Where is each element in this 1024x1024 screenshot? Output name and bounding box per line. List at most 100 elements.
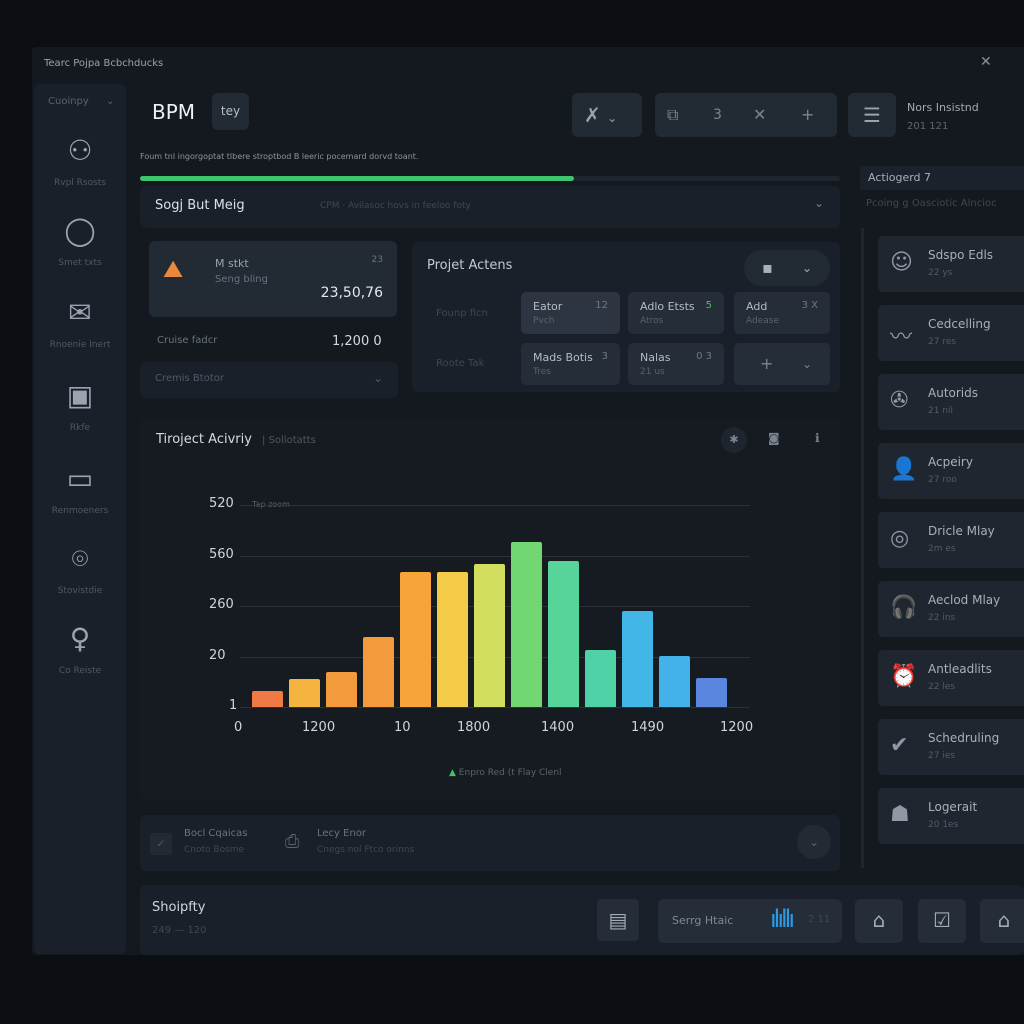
item-title: Antleadlits (928, 662, 992, 676)
activity-item[interactable]: ◎ Dricle Mlay 2m es (878, 512, 1024, 568)
song-bar[interactable]: Sogj But Meig CPM · Avilasoc hovs in fee… (140, 186, 840, 228)
file-chart-icon: ▣ (66, 379, 94, 412)
person-icon: ♀ (69, 622, 91, 655)
item-sub: 27 ies (928, 751, 956, 761)
sidebar-dropdown[interactable]: Cuoinpy ⌄ (48, 96, 114, 107)
bar[interactable] (437, 572, 468, 707)
activity-item[interactable]: ✇ Autorids 21 nil (878, 374, 1024, 430)
audio-player[interactable]: Serrg Htaic ılıllı 2 11 (658, 899, 842, 943)
gridline (240, 555, 750, 557)
key-badge[interactable]: tey (212, 93, 249, 130)
x-tick-label: 1200 (720, 720, 754, 735)
chart-title: Tiroject Acivriy (156, 432, 252, 447)
inbox-icon: ✉ (68, 296, 92, 329)
bar[interactable] (363, 636, 394, 707)
scrollbar[interactable] (861, 228, 864, 868)
item-sub: 2m es (928, 544, 956, 554)
bar[interactable] (326, 672, 357, 707)
activity-item[interactable]: 🎧 Aeclod Mlay 22 ins (878, 581, 1024, 637)
y-tick-label: 520 (209, 496, 234, 511)
bar[interactable] (400, 572, 431, 707)
right-subtitle: Pcoing g Oasciotic Alncioc (866, 198, 997, 209)
sidebar-item-3[interactable]: ✉ Rnoenie Inert (34, 296, 126, 351)
button-count: 0 3 (696, 351, 712, 362)
action-button-1[interactable]: Eator Pvch 12 (521, 292, 620, 334)
bar[interactable] (659, 655, 690, 707)
activity-item[interactable]: 〰 Cedcelling 27 res (878, 305, 1024, 361)
sidebar-item-5[interactable]: ▭ Renmoeners (34, 462, 126, 517)
bar[interactable] (585, 649, 616, 707)
activity-item[interactable]: ✔ Schedruling 27 ies (878, 719, 1024, 775)
bar[interactable] (622, 611, 653, 707)
gridline (240, 707, 750, 708)
button-sub: Tres (533, 367, 551, 377)
bar[interactable] (289, 679, 320, 707)
sidebar-item-label: Rkfe (69, 423, 91, 433)
action-button-5[interactable]: Nalas 21 us 0 3 (628, 343, 724, 385)
toolbar-count: 3 (713, 107, 722, 123)
info-icon[interactable]: ℹ (815, 431, 820, 445)
bar[interactable] (696, 678, 727, 707)
account-icon: ☗ (890, 802, 910, 827)
button-title: Add (746, 300, 768, 313)
user-icon: ⚇ (67, 134, 93, 167)
item-sub: 20 1es (928, 820, 959, 830)
footer-panel: ✓ Bocl Cqaicas Cnoto Bosme ⎙ Lecy Enor C… (140, 815, 840, 871)
activity-item[interactable]: ☗ Logerait 20 1es (878, 788, 1024, 844)
item-title: Schedruling (928, 731, 1000, 745)
refresh-icon[interactable]: ◙ (768, 431, 780, 445)
pin-icon[interactable]: ✱ (721, 427, 747, 453)
sidebar-item-1[interactable]: ⚇ Rvpl Rsosts (34, 134, 126, 189)
home-icon[interactable]: ⌂ (855, 899, 903, 943)
sidebar-item-2[interactable]: ◯ Smet txts (34, 214, 126, 269)
close-icon[interactable]: ✕ (980, 54, 992, 70)
sidebar-item-7[interactable]: ♀ Co Reiste (34, 622, 126, 677)
activity-item[interactable]: ⏰ Antleadlits 22 les (878, 650, 1024, 706)
x-tick-label: 1490 (631, 720, 665, 735)
tools-dropdown[interactable]: ✗ ⌄ (572, 93, 642, 137)
item-sub: 22 les (928, 682, 956, 692)
list-icon[interactable]: ☰ (848, 93, 896, 137)
sidebar-item-6[interactable]: ⌾ Stovistdie (34, 542, 126, 597)
metric-row-value: 1,200 0 (332, 334, 382, 349)
shuffle-icon[interactable]: ✕ (753, 105, 767, 124)
add-icon: + (760, 354, 774, 373)
button-count: 5 (705, 300, 712, 311)
actions-title: Projet Actens (427, 258, 513, 273)
action-button-2[interactable]: Adlo Etsts Atros 5 (628, 292, 724, 334)
chevron-down-icon: ⌄ (607, 111, 618, 125)
notification-sub: 201 121 (907, 121, 949, 132)
item-sub: 27 res (928, 337, 957, 347)
sidebar-item-label: Rnoenie Inert (49, 340, 111, 350)
check-square-icon[interactable]: ☑ (918, 899, 966, 943)
add-action-button[interactable]: + ⌄ (734, 343, 830, 385)
bar[interactable] (511, 541, 542, 707)
copy-icon[interactable]: ⧉ (667, 105, 679, 124)
metric-dropdown[interactable]: Cremis Btotor ⌄ (140, 362, 398, 398)
expand-button[interactable]: ⌄ (797, 825, 831, 859)
gridline (240, 505, 750, 506)
item-title: Lecy Enor (317, 828, 367, 839)
bar[interactable] (548, 561, 579, 707)
button-sub: Atros (640, 316, 664, 326)
target-icon: ◎ (890, 526, 910, 551)
metric-value: 23,50,76 (320, 285, 383, 301)
item-title: Cedcelling (928, 317, 991, 331)
store-icon[interactable]: ⌂ (980, 899, 1024, 943)
headphones-icon: 🎧 (890, 595, 918, 620)
action-button-4[interactable]: Mads Botis Tres 3 (521, 343, 620, 385)
checkbox[interactable]: ✓ (150, 833, 172, 855)
bar[interactable] (252, 690, 283, 707)
progress-fill (140, 176, 574, 181)
add-icon[interactable]: + (801, 105, 815, 124)
action-button-3[interactable]: Add Adease 3 X (734, 292, 830, 334)
chevron-down-icon: ⌄ (813, 196, 824, 210)
activity-item[interactable]: 👤 Acpeiry 27 roo (878, 443, 1024, 499)
activity-item[interactable]: ☺ Sdspo Edls 22 ys (878, 236, 1024, 292)
song-title: Sogj But Meig (155, 198, 245, 213)
sidebar-item-4[interactable]: ▣ Rkfe (34, 379, 126, 434)
actions-menu[interactable]: ▪ ⌄ (744, 250, 830, 286)
row-label: Roote Tak (436, 358, 485, 369)
bar[interactable] (474, 564, 505, 707)
save-icon[interactable]: ▤ (597, 899, 639, 941)
